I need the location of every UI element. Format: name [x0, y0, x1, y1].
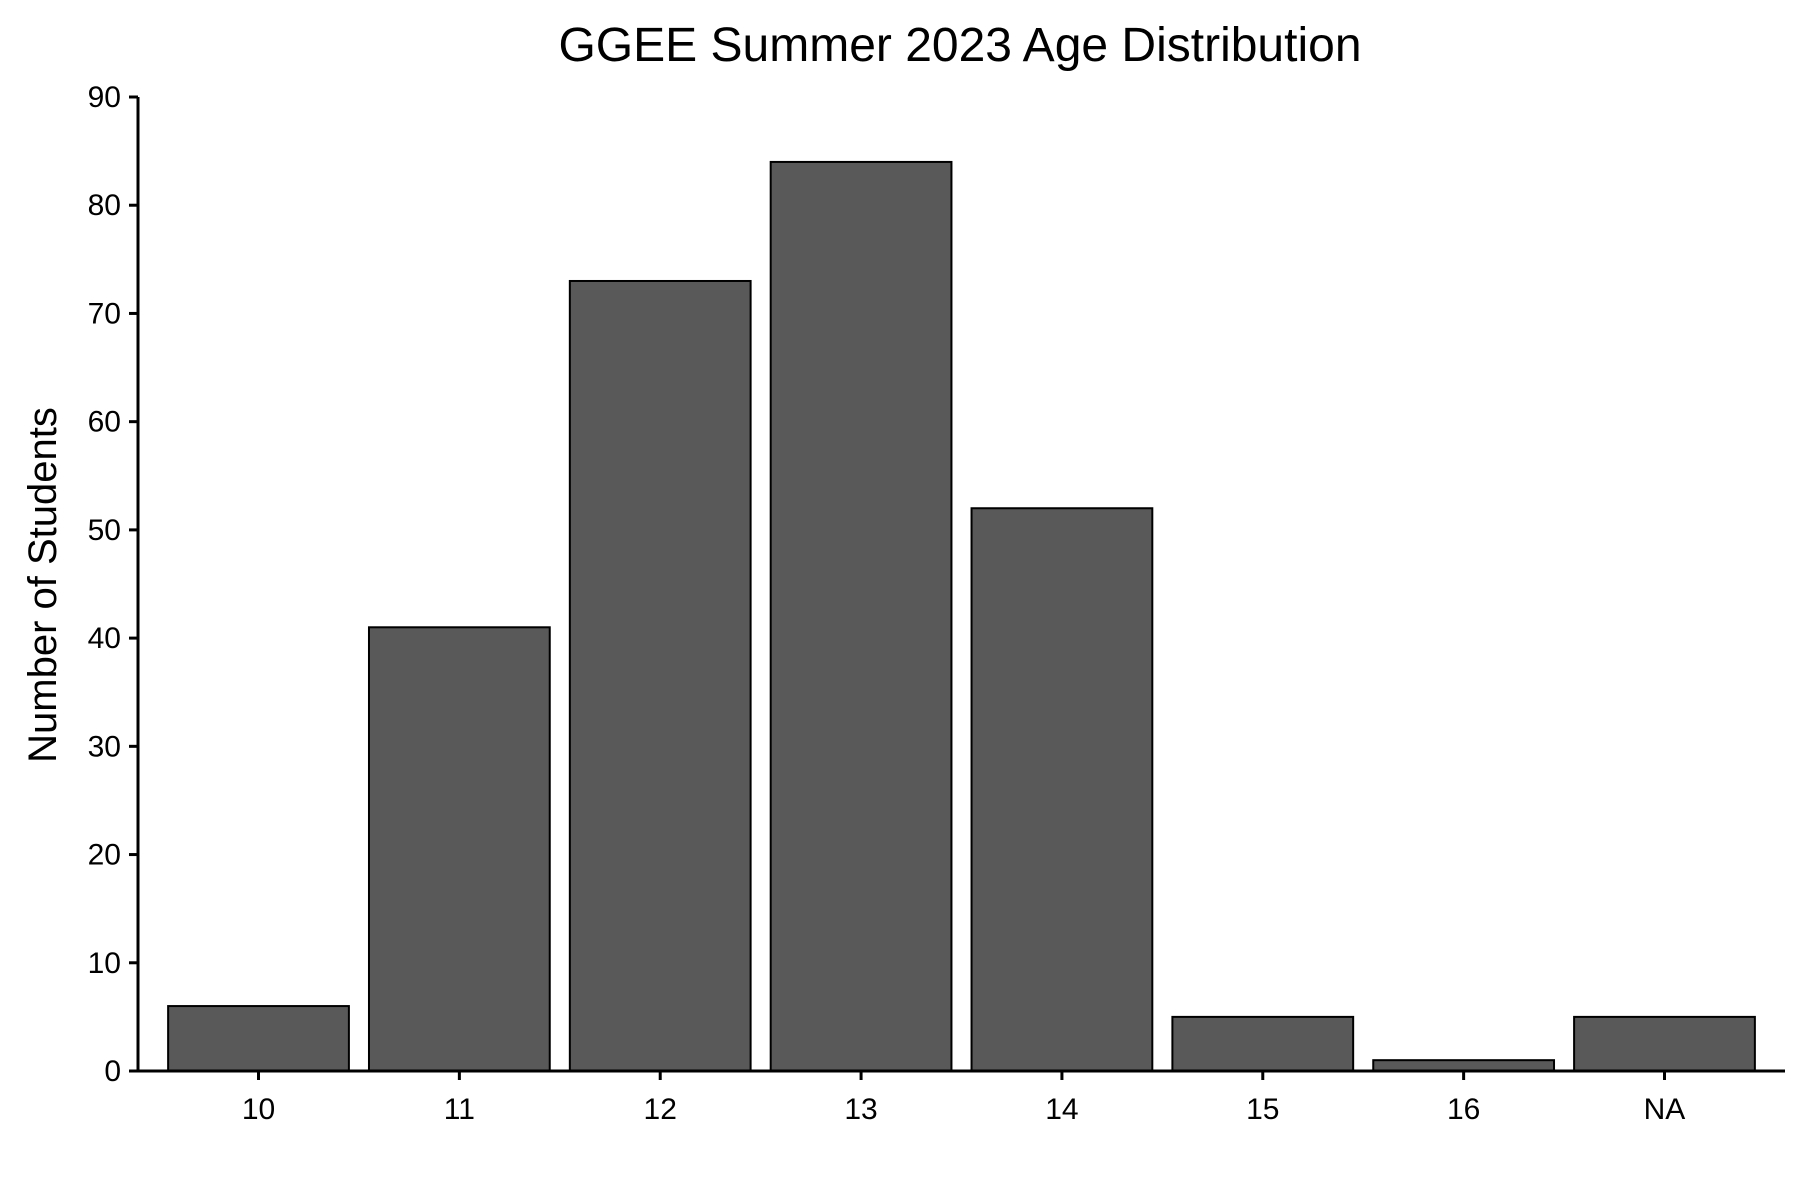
- chart-title: GGEE Summer 2023 Age Distribution: [558, 19, 1361, 72]
- y-tick-label: 40: [88, 622, 121, 655]
- bars: [167, 160, 1756, 1073]
- bar-11: [367, 626, 551, 1072]
- x-tick-label: NA: [1644, 1093, 1686, 1126]
- y-tick-label: 70: [88, 297, 121, 330]
- x-tick-label: 14: [1045, 1093, 1078, 1126]
- bar-13: [769, 160, 953, 1072]
- x-tick-label: 10: [242, 1093, 275, 1126]
- x-tick-label: 13: [844, 1093, 877, 1126]
- bar-16: [1372, 1059, 1556, 1072]
- y-tick-label: 20: [88, 839, 121, 872]
- y-tick-label: 50: [88, 514, 121, 547]
- x-tick-label: 15: [1246, 1093, 1279, 1126]
- y-tick-label: 10: [88, 947, 121, 980]
- y-tick-label: 80: [88, 189, 121, 222]
- bar-15: [1171, 1015, 1355, 1073]
- x-axis-ticks: 10 11 12 13 14 15 16 NA: [242, 1071, 1686, 1126]
- bar-14: [970, 507, 1154, 1072]
- y-tick-label: 90: [88, 81, 121, 114]
- y-tick-label: 30: [88, 730, 121, 763]
- y-axis-ticks: 0 10 20 30 40 50 60 70 80 90: [88, 81, 138, 1088]
- bar-12: [568, 279, 752, 1072]
- bar-10: [167, 1005, 350, 1072]
- x-tick-label: 16: [1447, 1093, 1480, 1126]
- y-tick-label: 0: [104, 1055, 121, 1088]
- y-axis-label: Number of Students: [21, 407, 65, 763]
- bar-na: [1573, 1015, 1756, 1073]
- y-tick-label: 60: [88, 406, 121, 439]
- x-tick-label: 11: [444, 1093, 475, 1126]
- x-tick-label: 12: [644, 1093, 677, 1126]
